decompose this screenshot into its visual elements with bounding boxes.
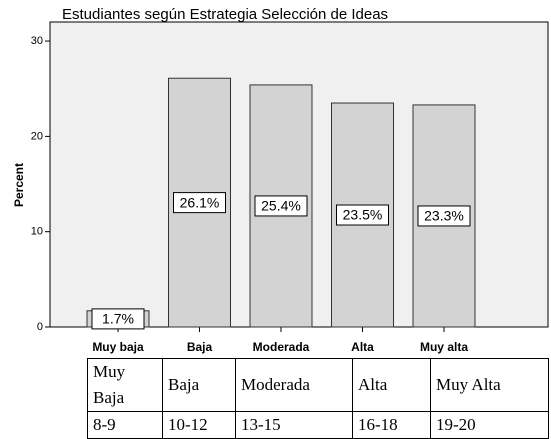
data-label: 23.5%	[343, 207, 383, 223]
table-cell: 13-15	[235, 411, 353, 439]
table-cell: Baja	[162, 358, 236, 412]
data-label: 25.4%	[261, 198, 301, 214]
data-label-box	[417, 205, 471, 227]
y-axis-label: Percent	[12, 163, 26, 207]
data-label-box	[173, 192, 226, 214]
x-tick-label: Muy baja	[92, 340, 144, 354]
x-tick-label: Alta	[351, 340, 374, 354]
table-row: 8-9 10-12 13-15 16-18 19-20	[87, 411, 549, 439]
data-label-box	[91, 308, 145, 330]
x-tick-label: Baja	[187, 340, 213, 354]
table-row: Muy Baja Baja Moderada Alta Muy Alta	[87, 358, 549, 412]
table-cell: 10-12	[162, 411, 236, 439]
table-cell: Muy Baja	[87, 358, 163, 412]
chart: Estudiantes según Estrategia Selección d…	[12, 6, 549, 354]
table-cell: 16-18	[352, 411, 431, 439]
x-tick-label: Moderada	[253, 340, 310, 354]
data-label: 1.7%	[102, 311, 134, 327]
table-cell: Muy Alta	[430, 358, 549, 412]
data-label-box	[336, 204, 389, 226]
table-cell: 19-20	[430, 411, 549, 439]
data-label: 26.1%	[180, 194, 220, 210]
y-tick-label: 20	[31, 130, 43, 142]
x-tick-label: Muy alta	[420, 340, 468, 354]
data-label: 23.3%	[424, 208, 464, 224]
table-cell: Alta	[352, 358, 431, 412]
table: Muy Baja Baja Moderada Alta Muy Alta 8-9 10-12…	[87, 358, 549, 439]
chart-title: Estudiantes según Estrategia Selección d…	[62, 6, 388, 23]
page: Estudiantes según Estrategia Selección d…	[12, 5, 549, 439]
y-tick-label: 0	[37, 321, 43, 333]
y-tick-label: 30	[31, 35, 43, 47]
table-cell: 8-9	[87, 411, 163, 439]
table-cell: Moderada	[235, 358, 353, 412]
data-label-box	[254, 195, 308, 217]
y-tick-label: 10	[31, 226, 43, 238]
